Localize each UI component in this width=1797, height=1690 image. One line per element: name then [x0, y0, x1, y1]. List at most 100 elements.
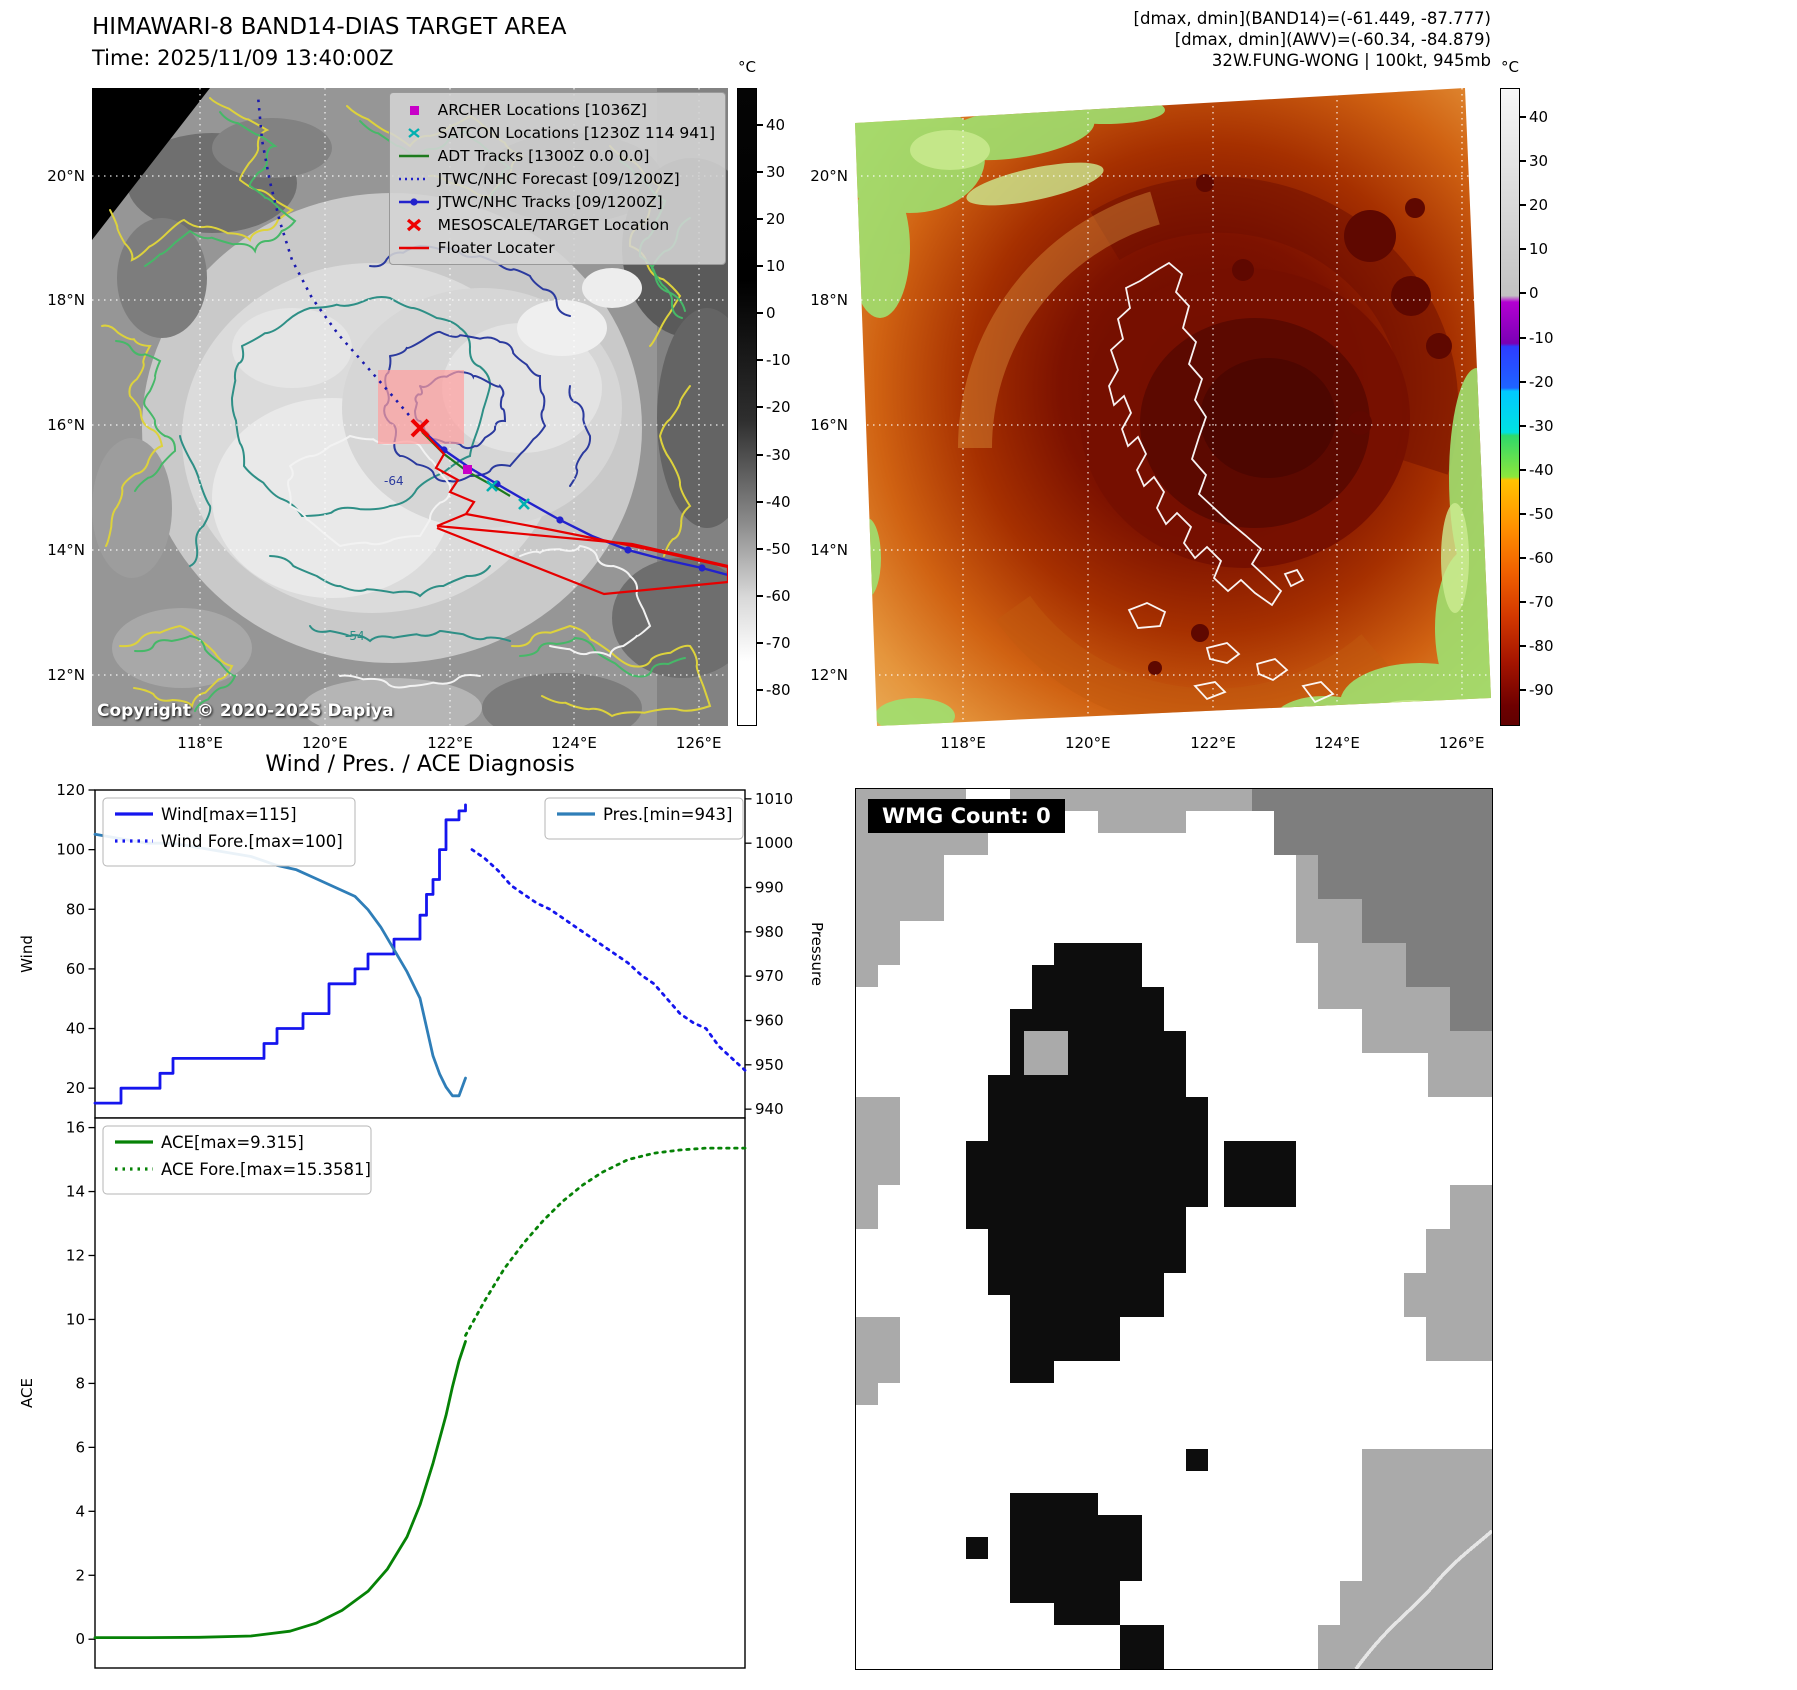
series-line — [464, 1146, 747, 1337]
y-tick-label: 120 — [56, 781, 85, 799]
lon-tick-label: 122°E — [1190, 734, 1236, 752]
lon-tick-label: 118°E — [177, 734, 223, 752]
lat-tick-label: 12°N — [810, 665, 848, 684]
series-line — [93, 803, 467, 1105]
x-legend-marker-icon — [407, 127, 420, 138]
diagnosis-title: Wind / Pres. / ACE Diagnosis — [265, 752, 575, 777]
y-tick-label: 10 — [66, 1310, 85, 1328]
y-tick-label: 100 — [56, 841, 85, 859]
awv-cbar-tick-label: -70 — [1529, 593, 1554, 612]
b14-cbar-tick-label: 0 — [766, 304, 776, 323]
b14-cbar-tickmark — [757, 406, 763, 409]
lat-tick-label: 20°N — [810, 167, 848, 186]
b14-cbar-tickmark — [757, 265, 763, 268]
y-tick-label: 6 — [75, 1438, 85, 1456]
b14-cbar-tick-label: -20 — [766, 398, 791, 417]
awv-cbar-tickmark — [1520, 292, 1526, 295]
b14-cbar-tickmark — [757, 124, 763, 126]
legend-entry-label: ACE[max=9.315] — [161, 1133, 304, 1152]
awv-cbar-tick-label: -90 — [1529, 681, 1554, 700]
awv-cbar-tick-label: 30 — [1529, 152, 1549, 171]
awv-cbar-tick-label: -20 — [1529, 372, 1554, 391]
lat-tick-label: 12°N — [47, 665, 85, 684]
lon-tick-label: 120°E — [1064, 734, 1111, 752]
ace-plot-frame — [94, 1117, 746, 1669]
legend-item-label: SATCON Locations [1230Z 114 941] — [437, 123, 715, 142]
b14-cbar-tick-label: -40 — [766, 492, 791, 511]
line-legend-marker-icon — [398, 154, 429, 157]
band14-map-legend: ARCHER Locations [1036Z] SATCON Locations… — [388, 92, 726, 265]
legend-item-label: ARCHER Locations [1036Z] — [437, 100, 647, 119]
lon-tick-label: 118°E — [940, 734, 986, 752]
awv-cbar-tickmark — [1520, 248, 1526, 251]
y-tick-label: 60 — [66, 960, 85, 978]
wmg-art — [856, 789, 1492, 1669]
dmax-dmin-awv: [dmax, dmin](AWV)=(-60.34, -84.879) — [1174, 30, 1491, 49]
band14-colorbar — [737, 88, 757, 726]
ir-imagery — [855, 88, 1491, 726]
legend-item: JTWC/NHC Tracks [09/1200Z] — [396, 191, 715, 212]
y2-tick-label: 980 — [755, 923, 784, 941]
lat-tick-label: 18°N — [47, 290, 85, 309]
y-tick-label: 14 — [66, 1183, 85, 1201]
y2-tick-label: 990 — [755, 879, 784, 897]
legend-item-label: ADT Tracks [1300Z 0.0 0.0] — [437, 146, 650, 165]
chart-legend — [102, 1125, 372, 1195]
legend-item-label: JTWC/NHC Tracks [09/1200Z] — [437, 192, 663, 211]
b14-cbar-tick-label: 20 — [766, 210, 786, 229]
jtwc-track-points — [440, 446, 706, 572]
legend-item-label: Floater Locater — [437, 238, 555, 257]
b14-cbar-tick-label: 40 — [766, 116, 786, 134]
square-legend-marker-icon — [409, 105, 419, 115]
copyright-watermark: Copyright © 2020-2025 Dapiya — [97, 701, 394, 721]
y-tick-label: 12 — [66, 1247, 85, 1265]
b14-cbar-tickmark — [757, 641, 763, 644]
series-line — [93, 1340, 467, 1639]
lat-tick-label: 20°N — [47, 167, 85, 186]
legend-item-label: MESOSCALE/TARGET Location — [437, 215, 670, 234]
legend-item: JTWC/NHC Forecast [09/1200Z] — [396, 168, 715, 189]
lat-tick-label: 14°N — [810, 540, 848, 559]
contour-value-label: -54 — [345, 629, 365, 643]
awv-cbar-tickmark — [1520, 116, 1526, 118]
lat-tick-label: 16°N — [810, 415, 848, 434]
b14-cbar-tick-label: -10 — [766, 351, 791, 370]
y-tick-label: 40 — [66, 1020, 85, 1038]
b14-cbar-tickmark — [757, 547, 763, 550]
cold-overshooting-tops — [1148, 174, 1452, 675]
floater-locater-lines — [421, 429, 728, 596]
scan-edge-mask — [92, 88, 210, 240]
awv-cbar-tick-label: -80 — [1529, 637, 1554, 656]
dotted-legend-marker-icon — [398, 177, 429, 180]
awv-satellite-art — [855, 88, 1491, 726]
b14-cbar-tickmark — [757, 594, 763, 597]
gray-cloud-mask — [856, 789, 1492, 1669]
lon-tick-label: 124°E — [1314, 734, 1360, 752]
y-tick-label: 20 — [66, 1079, 85, 1097]
lat-tick-label: 18°N — [810, 290, 848, 309]
awv-cbar-tickmark — [1520, 689, 1526, 692]
band14-time: Time: 2025/11/09 13:40:00Z — [92, 46, 394, 70]
awv-cbar-tick-label: 10 — [1529, 240, 1549, 259]
line-legend-marker-icon — [398, 246, 429, 249]
awv-colorbar — [1500, 88, 1520, 726]
lon-tick-label: 126°E — [1438, 734, 1485, 752]
awv-cbar-tick-label: 20 — [1529, 196, 1549, 215]
pressure-axis-label: Pressure — [808, 922, 826, 986]
wmg-panel: WMG Count: 0 — [855, 788, 1493, 1670]
awv-cbar-tickmark — [1520, 645, 1526, 648]
storm-id-intensity: 32W.FUNG-WONG | 100kt, 945mb — [1211, 51, 1491, 70]
graticule — [855, 88, 1491, 726]
awv-cbar-tickmark — [1520, 424, 1526, 427]
series-line — [470, 848, 747, 1072]
legend-entry-label: Pres.[min=943] — [603, 805, 732, 824]
y2-tick-label: 960 — [755, 1011, 784, 1029]
y-tick-label: 16 — [66, 1119, 85, 1137]
mesoscale-target-marker — [410, 418, 430, 438]
y2-tick-label: 1000 — [755, 834, 793, 852]
awv-cbar-tick-label: -60 — [1529, 549, 1554, 567]
satcon-location-markers — [486, 480, 530, 510]
b14-cbar-tick-label: -50 — [766, 539, 791, 558]
contour-value-label: -64 — [384, 474, 404, 488]
